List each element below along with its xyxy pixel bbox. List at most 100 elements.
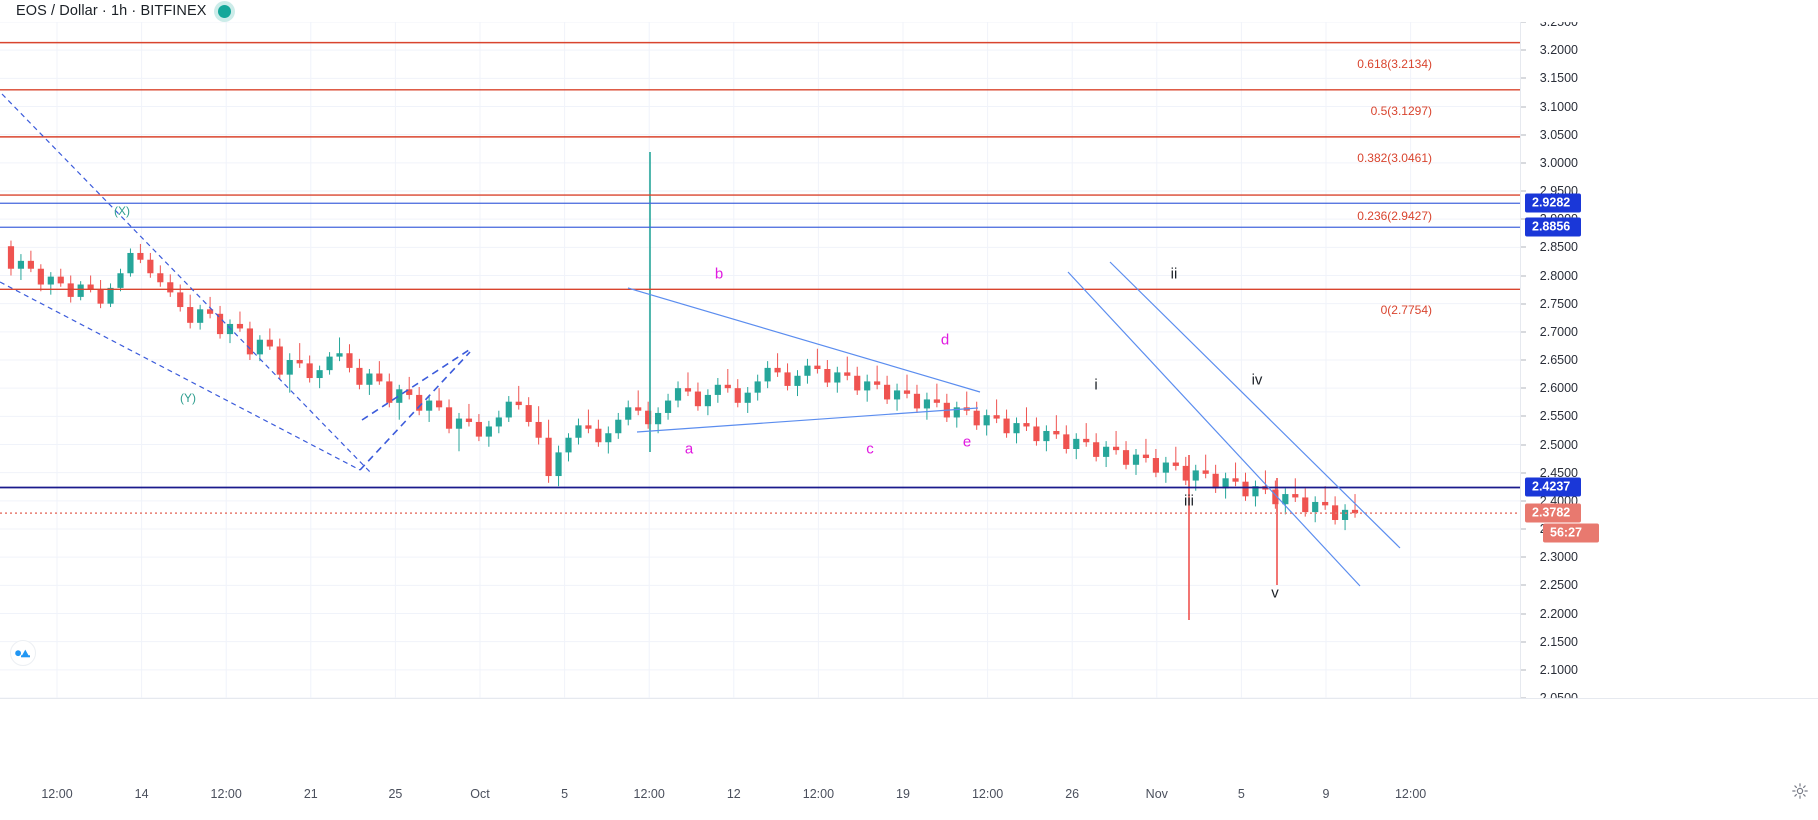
price-tick-mark	[1521, 49, 1526, 51]
candle-body	[893, 390, 901, 400]
tradingview-logo-icon[interactable]	[10, 640, 36, 666]
chart-plot-area[interactable]: 0.618(3.2134) 0.5(3.1297) 0.382(3.0461) 0.2…	[0, 22, 1520, 698]
trend-line[interactable]	[359, 351, 471, 471]
candle-body	[1322, 501, 1329, 506]
time-axis[interactable]: 12:00 14 12:00 21 25 Oct 5 12:00 12 12:00 19 12:00 2…	[0, 698, 1818, 820]
candle-body	[615, 419, 622, 434]
trend-line[interactable]	[1109, 261, 1401, 549]
price-tick-mark	[1521, 669, 1526, 671]
candle-body	[256, 339, 263, 355]
candle-body	[27, 260, 34, 269]
wave-label-c[interactable]: c	[866, 440, 874, 458]
price-tick-label: 2.6500	[1539, 353, 1578, 367]
candle-body	[197, 309, 204, 323]
candle-body	[465, 418, 473, 422]
price-tick-mark	[1521, 275, 1526, 276]
candle-body	[336, 353, 343, 357]
candle-body	[1023, 423, 1030, 427]
candle-body	[903, 390, 911, 394]
candle-body	[366, 373, 373, 385]
price-tick-label: 2.4500	[1539, 465, 1578, 480]
chart-canvas[interactable]	[0, 22, 1520, 698]
price-tick-mark	[1521, 415, 1526, 417]
price-tick-mark	[1521, 613, 1526, 614]
wave-label-d[interactable]: d	[940, 331, 950, 349]
time-tick-label: Oct	[470, 787, 490, 801]
fib-level-label: 0.382(3.0461)	[1357, 150, 1432, 165]
candle-body	[1282, 494, 1289, 505]
trend-line[interactable]	[1, 93, 373, 475]
wave-label-i[interactable]: i	[1094, 376, 1098, 394]
trend-line[interactable]	[1067, 271, 1361, 587]
candle-body	[844, 372, 851, 376]
price-badge[interactable]: 2.3782	[1525, 503, 1581, 523]
candle-body	[455, 418, 463, 429]
price-tick-label: 2.6000	[1539, 381, 1578, 396]
price-axis[interactable]: USD 3.25003.20003.15003.10003.05003.0000…	[1520, 0, 1818, 698]
candle-body	[874, 381, 881, 385]
candle-body	[684, 388, 692, 392]
trend-line[interactable]	[636, 407, 979, 433]
time-tick-label: Nov	[1145, 787, 1168, 801]
candle-body	[17, 260, 25, 269]
price-badge[interactable]: 2.9282	[1525, 193, 1581, 213]
wave-label-v[interactable]: v	[1271, 584, 1279, 602]
price-tick-label: 2.2000	[1539, 606, 1578, 621]
wave-label-y[interactable]: (Y)	[180, 391, 196, 405]
candle-body	[1232, 478, 1239, 482]
candle-body	[993, 415, 1000, 419]
price-badge[interactable]: 2.4237	[1525, 477, 1581, 497]
wave-label-b[interactable]: b	[714, 265, 724, 283]
wave-label-ii[interactable]: ii	[1170, 265, 1178, 283]
candle-body	[774, 367, 781, 373]
candle-body	[276, 346, 283, 375]
wave-label-x[interactable]: (X)	[114, 204, 130, 218]
candle-body	[764, 367, 771, 382]
candle-body	[655, 412, 662, 425]
candle-body	[674, 388, 682, 401]
trend-line[interactable]	[627, 287, 981, 393]
candle-body	[1272, 489, 1279, 505]
price-tick-label: 2.8500	[1539, 240, 1578, 255]
time-tick-label: 12:00	[971, 787, 1004, 801]
trend-line[interactable]	[0, 281, 361, 471]
candle-body	[525, 405, 532, 422]
candle-body	[97, 289, 104, 304]
time-tick-label: 14	[134, 787, 149, 801]
candle-body	[147, 259, 154, 274]
trend-line[interactable]	[361, 347, 473, 421]
price-tick-label: 2.5500	[1539, 409, 1578, 424]
price-tick-mark	[1521, 387, 1526, 389]
price-tick-label: 2.3000	[1539, 550, 1578, 565]
price-tick-mark	[1521, 472, 1526, 474]
wave-label-iii[interactable]: iii	[1184, 492, 1194, 510]
price-tick-label: 2.2500	[1539, 578, 1578, 593]
candle-body	[1242, 481, 1249, 497]
wave-label-iv[interactable]: iv	[1251, 371, 1263, 389]
candle-body	[1142, 454, 1150, 459]
candle-body	[167, 282, 174, 293]
price-tick-mark	[1521, 641, 1526, 643]
price-badge[interactable]: 2.8856	[1525, 217, 1581, 237]
gear-icon[interactable]	[1792, 783, 1808, 799]
time-tick-label: 12:00	[210, 787, 242, 801]
candle-body	[1212, 473, 1219, 489]
candle-body	[37, 268, 44, 285]
candle-body	[117, 273, 124, 288]
countdown-badge[interactable]: 56:27	[1543, 523, 1599, 543]
candle-body	[635, 407, 642, 411]
wave-label-e[interactable]: e	[962, 433, 972, 451]
price-tick-label: 3.0500	[1539, 127, 1578, 142]
price-tick-label: 2.1500	[1539, 634, 1578, 649]
candle-body	[1093, 442, 1100, 457]
candle-body	[854, 375, 861, 391]
candle-body	[1302, 497, 1309, 513]
candle-body	[595, 428, 602, 443]
wave-label-a[interactable]: a	[684, 440, 694, 458]
time-tick-label: 9	[1322, 787, 1330, 801]
price-tick-label: 2.1000	[1539, 662, 1578, 677]
time-tick-label: 12:00	[802, 787, 835, 801]
candle-body	[724, 384, 731, 389]
symbol-title[interactable]: EOS / Dollar · 1h · BITFINEX	[16, 3, 207, 19]
candle-body	[67, 283, 74, 297]
